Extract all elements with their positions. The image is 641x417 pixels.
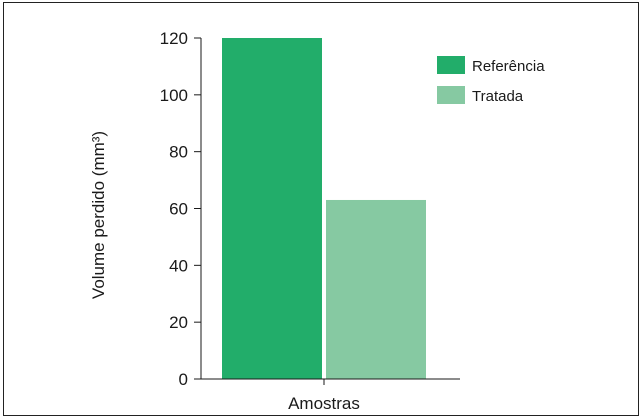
y-tick-label: 0 bbox=[179, 370, 188, 389]
bar-0 bbox=[222, 38, 322, 379]
y-tick-label: 40 bbox=[169, 256, 188, 275]
x-axis-label: Amostras bbox=[288, 394, 360, 413]
y-tick-label: 120 bbox=[160, 29, 188, 48]
y-axis-label: Volume perdido (mm³) bbox=[89, 131, 108, 299]
y-axis-ticks: 0 20 40 60 80 100 120 bbox=[160, 29, 201, 389]
y-tick-label: 20 bbox=[169, 313, 188, 332]
legend-label-0: Referência bbox=[472, 58, 545, 75]
legend: Referência Tratada bbox=[437, 56, 545, 105]
y-tick-label: 60 bbox=[169, 200, 188, 219]
bars bbox=[222, 38, 426, 379]
legend-swatch-1 bbox=[437, 86, 465, 104]
y-tick-label: 100 bbox=[160, 86, 188, 105]
legend-label-1: Tratada bbox=[472, 88, 524, 105]
legend-swatch-0 bbox=[437, 56, 465, 74]
y-tick-label: 80 bbox=[169, 143, 188, 162]
bar-1 bbox=[326, 199, 426, 379]
